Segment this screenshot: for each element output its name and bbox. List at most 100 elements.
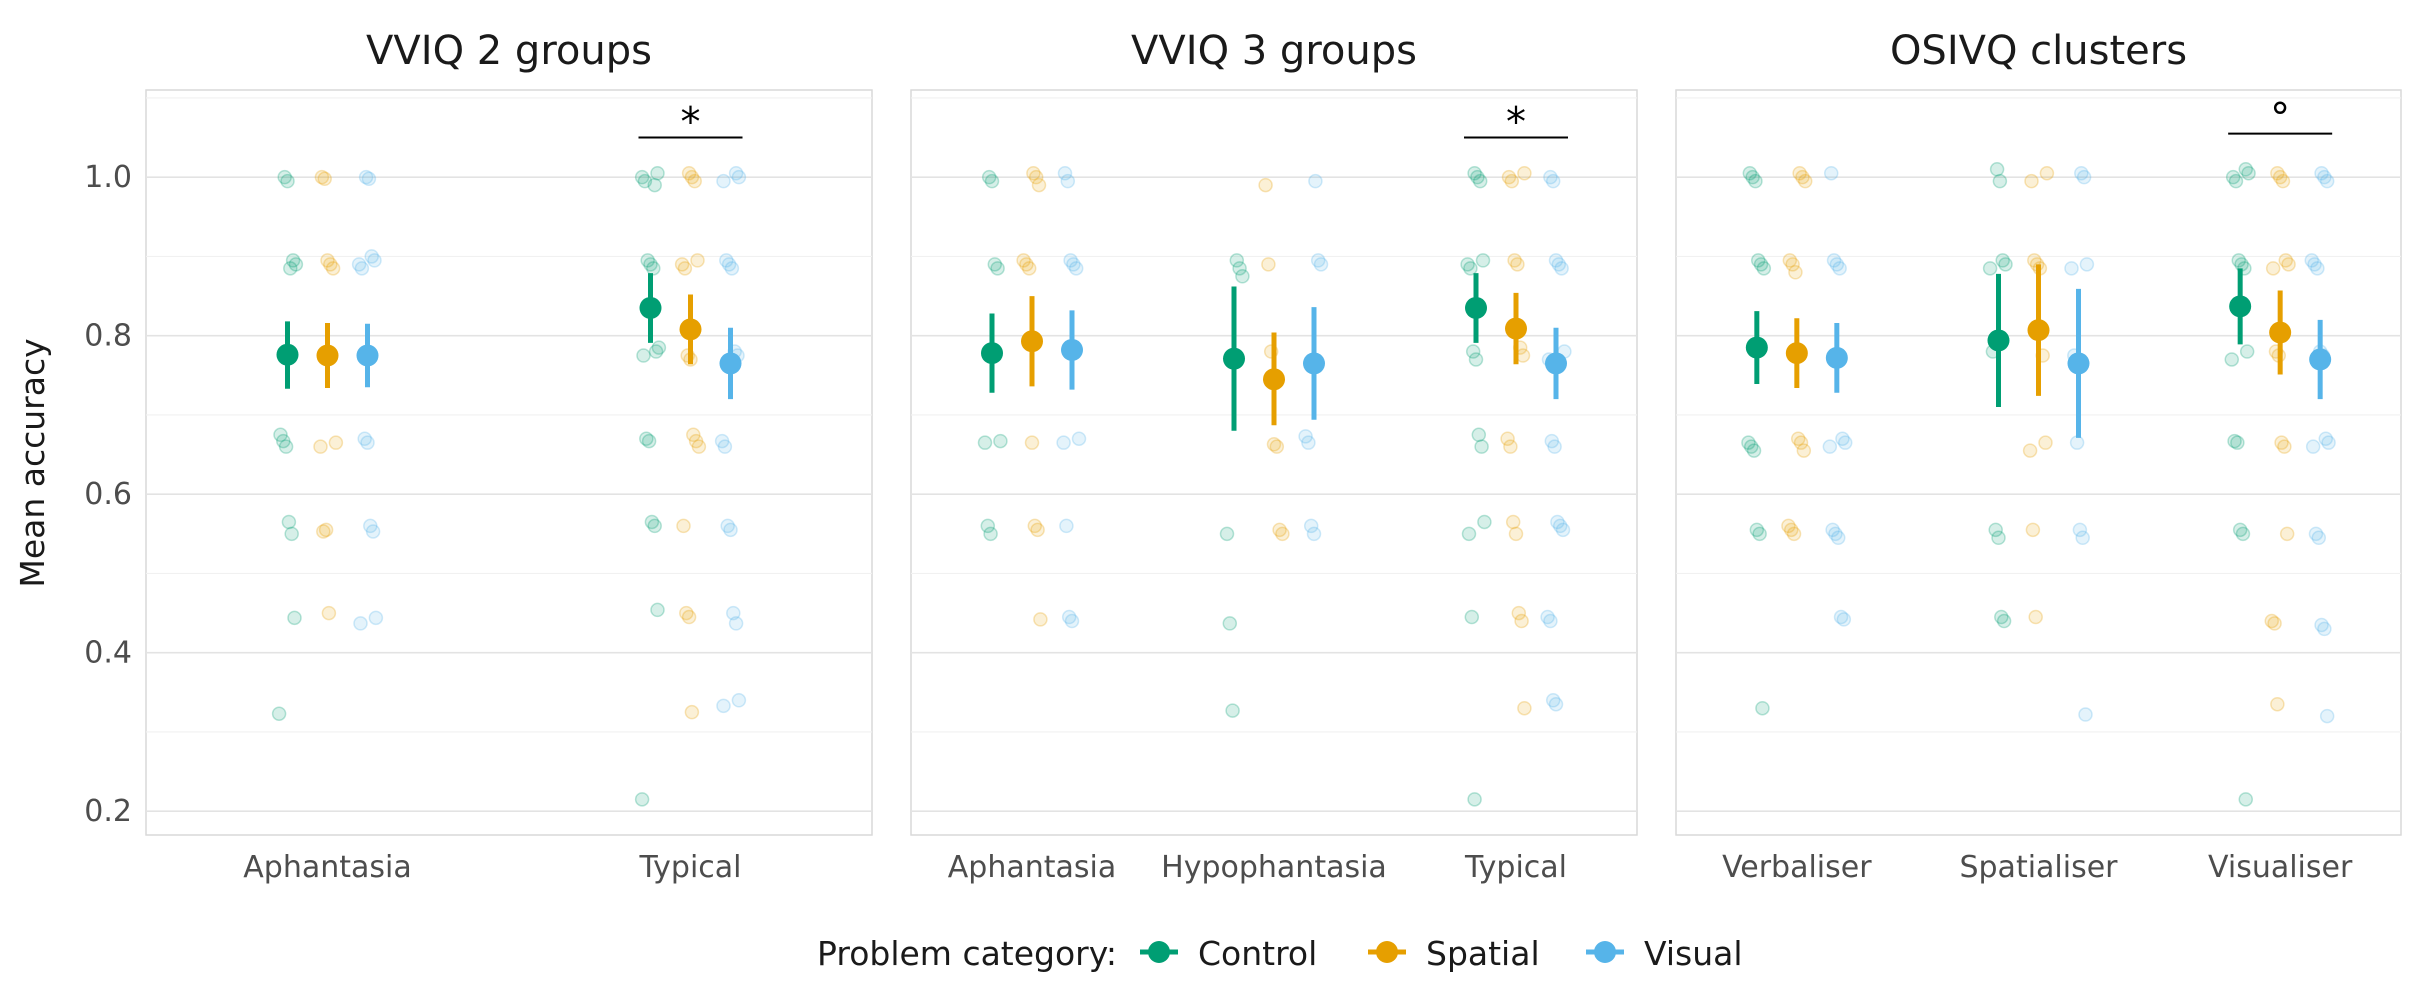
data-point (288, 257, 304, 272)
data-point (2314, 165, 2329, 181)
data-point (280, 173, 295, 189)
significance-label: ° (2270, 96, 2290, 142)
data-point (1755, 700, 1770, 716)
data-point (1517, 165, 1532, 181)
data-point (1745, 169, 1760, 185)
data-point (1996, 613, 2012, 629)
data-point (2038, 435, 2053, 450)
summary-spatial (316, 294, 702, 388)
data-point (2305, 439, 2321, 454)
data-point (2230, 435, 2245, 450)
data-point (681, 609, 697, 625)
data-point (640, 253, 655, 268)
data-point (977, 435, 993, 450)
data-point (1235, 269, 1250, 284)
data-point (2074, 165, 2089, 181)
data-point (1059, 518, 1074, 534)
data-point (328, 435, 344, 450)
data-point (1463, 261, 1478, 276)
data-point (363, 518, 378, 534)
data-point (277, 169, 292, 185)
data-point (681, 165, 697, 181)
data-point (365, 524, 381, 539)
data-point (724, 261, 740, 276)
data-point (281, 514, 297, 530)
data-point (634, 169, 650, 185)
data-point (720, 518, 735, 534)
data-point (313, 439, 328, 454)
series-visual (1822, 165, 2336, 724)
data-point (1232, 261, 1247, 276)
data-point (677, 261, 693, 276)
data-point (2072, 522, 2088, 538)
mean-point (1505, 317, 1527, 340)
data-point (1514, 613, 1529, 629)
data-point (1517, 700, 1532, 716)
data-point (2281, 257, 2296, 272)
series-control (1741, 162, 2256, 807)
data-point (1830, 530, 1846, 546)
data-point (716, 173, 731, 189)
data-point (1064, 613, 1080, 629)
data-point (1027, 518, 1043, 534)
data-point (1833, 609, 1849, 625)
data-point (1545, 693, 1561, 708)
data-point (1303, 518, 1319, 534)
data-point (634, 792, 650, 807)
data-point (1467, 792, 1482, 807)
data-point (1465, 344, 1481, 359)
mean-point (981, 342, 1003, 365)
mean-point (1785, 342, 1808, 365)
data-point (2238, 162, 2254, 177)
data-point (716, 698, 731, 714)
mean-point (276, 343, 299, 366)
data-point (354, 261, 370, 276)
mean-point (1825, 346, 1848, 369)
data-point (636, 348, 651, 363)
mean-point (2067, 352, 2090, 375)
data-point (646, 261, 661, 276)
data-point (1742, 165, 1758, 181)
data-point (2265, 261, 2281, 276)
panel-border (1675, 89, 2402, 836)
data-point (728, 616, 744, 631)
data-point (276, 433, 291, 449)
data-point (1540, 609, 1555, 625)
data-point (1313, 257, 1329, 272)
data-point (1792, 165, 1807, 181)
data-point (1750, 253, 1766, 268)
data-point (2279, 526, 2295, 542)
data-point (1033, 612, 1048, 627)
data-point (2311, 530, 2327, 546)
mean-point (1021, 330, 1043, 353)
data-point (984, 173, 1000, 189)
data-point (358, 169, 374, 185)
data-point (1543, 169, 1558, 185)
y-axis-title: Mean accuracy (13, 338, 52, 587)
data-point (1788, 265, 1803, 280)
data-point (1504, 173, 1520, 189)
mean-point (2229, 295, 2252, 318)
data-point (987, 257, 1003, 272)
data-point (316, 524, 331, 539)
data-point (364, 249, 379, 264)
data-point (1785, 257, 1800, 272)
legend-label-spatial: Spatial (1426, 934, 1540, 973)
data-point (990, 261, 1005, 276)
data-point (691, 439, 707, 454)
data-point (1066, 257, 1081, 272)
data-point (2235, 526, 2251, 542)
data-point (1790, 431, 1806, 446)
significance-label: * (1506, 100, 1526, 146)
data-point (731, 169, 747, 185)
x-tick-label-typical: Typical (1464, 850, 1567, 885)
data-point (1544, 433, 1560, 449)
mean-point (1303, 352, 1325, 375)
legend-label-visual: Visual (1644, 934, 1743, 973)
series-visual (1056, 165, 1572, 712)
data-point (2025, 522, 2041, 538)
significance-label: * (681, 100, 701, 146)
legend-key-dot-visual (1594, 941, 1616, 963)
data-point (2314, 617, 2329, 633)
y-tick-label: 0.2 (84, 794, 132, 829)
